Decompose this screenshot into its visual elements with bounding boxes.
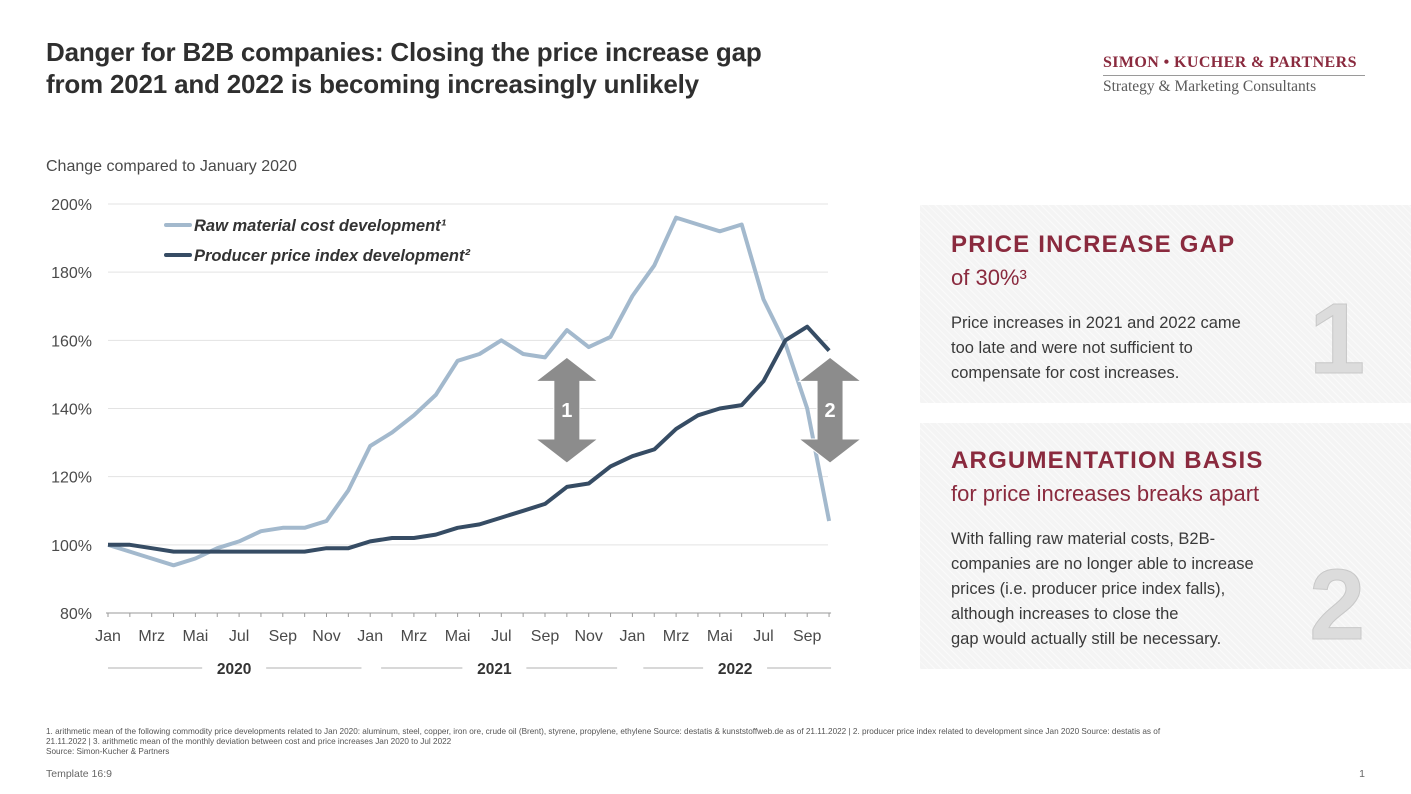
legend-label: Raw material cost development¹: [194, 217, 447, 235]
panel-number: 1: [1309, 283, 1366, 395]
panel-number: 2: [1309, 549, 1366, 661]
year-label: 2021: [477, 661, 512, 678]
footnotes: 1. arithmetic mean of the following comm…: [46, 727, 1356, 757]
raw-material-cost-line: [107, 215, 832, 568]
x-tick-label: Mai: [183, 628, 209, 645]
x-tick-label: Sep: [531, 628, 560, 645]
y-tick-label: 80%: [60, 606, 92, 623]
brand-name: SIMON • KUCHER & PARTNERS: [1103, 54, 1365, 76]
gap-marker-label: 1: [561, 400, 572, 422]
footnote-line: 1. arithmetic mean of the following comm…: [46, 727, 1161, 736]
y-tick-label: 140%: [51, 402, 92, 419]
panel-body-line: companies are no longer able to increase: [951, 555, 1254, 573]
panel-body-line: although increases to close the: [951, 605, 1179, 623]
gap-arrow: [797, 356, 863, 464]
panel-argumentation-basis: ARGUMENTATION BASIS for price increases …: [920, 423, 1411, 669]
x-tick-label: Jan: [95, 628, 121, 645]
panel-body-line: Price increases in 2021 and 2022 came: [951, 314, 1241, 332]
page-title: Danger for B2B companies: Closing the pr…: [46, 36, 866, 100]
gap-marker-label: 2: [824, 400, 835, 422]
x-tick-label: Mai: [707, 628, 733, 645]
panel-price-increase-gap: PRICE INCREASE GAP of 30%³ Price increas…: [920, 205, 1411, 403]
title-line-2: from 2021 and 2022 is becoming increasin…: [46, 69, 699, 99]
y-tick-label: 180%: [51, 265, 92, 282]
panel-subheading: for price increases breaks apart: [951, 481, 1260, 506]
producer-price-index-line: [108, 324, 831, 554]
x-tick-label: Jan: [620, 628, 646, 645]
x-tick-label: Jul: [491, 628, 511, 645]
panel-body-line: gap would actually still be necessary.: [951, 630, 1222, 648]
y-tick-label: 200%: [51, 197, 92, 214]
panel-body-line: compensate for cost increases.: [951, 364, 1180, 382]
footnote-line: 21.11.2022 | 3. arithmetic mean of the m…: [46, 737, 452, 746]
x-tick-label: Jul: [753, 628, 773, 645]
panel-body: Price increases in 2021 and 2022 came to…: [951, 311, 1241, 386]
footnote-source: Source: Simon-Kucher & Partners: [46, 747, 170, 756]
x-tick-label: Jan: [357, 628, 383, 645]
brand-tagline: Strategy & Marketing Consultants: [1103, 78, 1317, 95]
y-tick-label: 160%: [51, 333, 92, 350]
page-number: 1: [1359, 768, 1365, 780]
title-line-1: Danger for B2B companies: Closing the pr…: [46, 37, 762, 67]
x-tick-label: Nov: [312, 628, 340, 645]
panel-body-line: too late and were not sufficient to: [951, 339, 1193, 357]
panel-heading: PRICE INCREASE GAP: [951, 231, 1236, 258]
year-label: 2020: [217, 661, 251, 678]
y-tick-label: 100%: [51, 538, 92, 555]
x-tick-label: Mrz: [401, 628, 428, 645]
x-tick-label: Mrz: [138, 628, 165, 645]
x-tick-label: Sep: [269, 628, 298, 645]
legend-label: Producer price index development²: [194, 247, 470, 265]
year-label: 2022: [718, 661, 752, 678]
x-tick-label: Sep: [793, 628, 822, 645]
panel-heading: ARGUMENTATION BASIS: [951, 447, 1264, 474]
panel-body-line: With falling raw material costs, B2B-: [951, 530, 1216, 548]
chart-subtitle: Change compared to January 2020: [46, 158, 297, 175]
x-tick-label: Nov: [574, 628, 602, 645]
x-tick-label: Mai: [445, 628, 471, 645]
panel-body-line: prices (i.e. producer price index falls)…: [951, 580, 1226, 598]
x-tick-label: Mrz: [663, 628, 690, 645]
panel-body: With falling raw material costs, B2B- co…: [951, 527, 1254, 652]
y-tick-label: 120%: [51, 470, 92, 487]
line-chart: 80% 100% 120% 140% 160% 180% 200% Jan Mrz Mai Jul S…: [51, 197, 863, 678]
gap-arrow: [534, 356, 600, 464]
template-label: Template 16:9: [46, 768, 112, 780]
panel-subheading: of 30%³: [951, 265, 1027, 290]
x-tick-label: Jul: [229, 628, 249, 645]
brand-logo: SIMON • KUCHER & PARTNERS Strategy & Mar…: [1103, 54, 1365, 96]
